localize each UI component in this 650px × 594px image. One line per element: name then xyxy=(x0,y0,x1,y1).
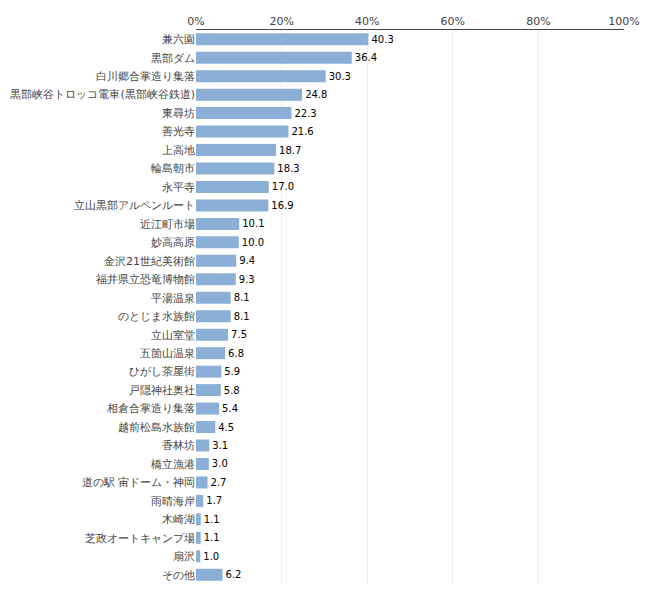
svg-text:橋立漁港: 橋立漁港 xyxy=(151,458,195,471)
svg-text:9.3: 9.3 xyxy=(239,274,255,285)
svg-text:16.9: 16.9 xyxy=(271,200,293,211)
svg-text:60%: 60% xyxy=(441,15,465,28)
svg-text:40.3: 40.3 xyxy=(371,34,393,45)
svg-text:10.0: 10.0 xyxy=(242,237,264,248)
svg-text:白川郷合掌造り集落: 白川郷合掌造り集落 xyxy=(96,70,195,83)
svg-text:立山室堂: 立山室堂 xyxy=(151,329,195,342)
svg-text:10.1: 10.1 xyxy=(242,218,264,229)
svg-text:扇沢: 扇沢 xyxy=(173,550,195,563)
svg-text:香林坊: 香林坊 xyxy=(162,439,195,452)
svg-text:100%: 100% xyxy=(608,15,639,28)
svg-text:五箇山温泉: 五箇山温泉 xyxy=(140,347,195,360)
svg-text:1.7: 1.7 xyxy=(206,495,222,506)
svg-text:金沢21世紀美術館: 金沢21世紀美術館 xyxy=(104,255,195,268)
svg-text:1.1: 1.1 xyxy=(204,514,220,525)
svg-text:8.1: 8.1 xyxy=(234,311,250,322)
svg-text:道の駅 宙ドーム・神岡: 道の駅 宙ドーム・神岡 xyxy=(82,476,196,489)
svg-text:9.4: 9.4 xyxy=(239,255,255,266)
svg-text:1.0: 1.0 xyxy=(203,551,219,562)
svg-text:相倉合掌造り集落: 相倉合掌造り集落 xyxy=(107,402,195,415)
svg-text:80%: 80% xyxy=(526,15,550,28)
svg-text:3.1: 3.1 xyxy=(212,440,228,451)
svg-text:木崎湖: 木崎湖 xyxy=(162,513,195,526)
svg-text:永平寺: 永平寺 xyxy=(162,181,195,194)
svg-text:21.6: 21.6 xyxy=(291,126,313,137)
svg-text:18.7: 18.7 xyxy=(279,145,301,156)
svg-text:40%: 40% xyxy=(355,15,379,28)
svg-text:8.1: 8.1 xyxy=(234,292,250,303)
svg-text:24.8: 24.8 xyxy=(305,89,327,100)
svg-text:1.1: 1.1 xyxy=(204,532,220,543)
svg-text:黒部ダム: 黒部ダム xyxy=(151,52,195,65)
svg-text:ひがし茶屋街: ひがし茶屋街 xyxy=(129,365,195,378)
svg-text:雨晴海岸: 雨晴海岸 xyxy=(151,495,195,508)
svg-text:2.7: 2.7 xyxy=(211,477,227,488)
svg-text:5.4: 5.4 xyxy=(222,403,238,414)
svg-text:18.3: 18.3 xyxy=(277,163,299,174)
svg-text:3.0: 3.0 xyxy=(212,458,228,469)
svg-text:36.4: 36.4 xyxy=(355,52,377,63)
svg-text:0%: 0% xyxy=(187,15,204,28)
svg-text:戸隠神社奥社: 戸隠神社奥社 xyxy=(129,384,195,397)
svg-text:兼六園: 兼六園 xyxy=(162,33,195,46)
svg-text:芝政オートキャンプ場: 芝政オートキャンプ場 xyxy=(85,532,195,545)
svg-text:越前松島水族館: 越前松島水族館 xyxy=(118,421,195,434)
svg-text:平湯温泉: 平湯温泉 xyxy=(151,292,195,305)
svg-text:4.5: 4.5 xyxy=(218,422,234,433)
svg-text:その他: その他 xyxy=(162,569,195,582)
svg-text:福井県立恐竜博物館: 福井県立恐竜博物館 xyxy=(96,273,195,286)
svg-text:善光寺: 善光寺 xyxy=(162,125,195,138)
svg-text:6.2: 6.2 xyxy=(226,569,242,580)
svg-text:30.3: 30.3 xyxy=(329,71,351,82)
svg-text:東尋坊: 東尋坊 xyxy=(162,107,195,120)
svg-text:20%: 20% xyxy=(269,15,293,28)
svg-text:近江町市場: 近江町市場 xyxy=(140,218,195,231)
svg-text:22.3: 22.3 xyxy=(294,108,316,119)
svg-text:5.9: 5.9 xyxy=(224,366,240,377)
svg-text:立山黒部アルペンルート: 立山黒部アルペンルート xyxy=(74,199,195,212)
svg-text:7.5: 7.5 xyxy=(231,329,247,340)
svg-text:上高地: 上高地 xyxy=(162,144,195,157)
svg-text:妙高高原: 妙高高原 xyxy=(151,236,195,249)
svg-text:黒部峡谷トロッコ電車(黒部峡谷鉄道): 黒部峡谷トロッコ電車(黒部峡谷鉄道) xyxy=(10,88,195,101)
svg-text:のとじま水族館: のとじま水族館 xyxy=(118,310,195,323)
svg-text:6.8: 6.8 xyxy=(228,348,244,359)
svg-text:5.8: 5.8 xyxy=(224,385,240,396)
svg-text:17.0: 17.0 xyxy=(272,181,294,192)
svg-text:輪島朝市: 輪島朝市 xyxy=(151,162,195,175)
